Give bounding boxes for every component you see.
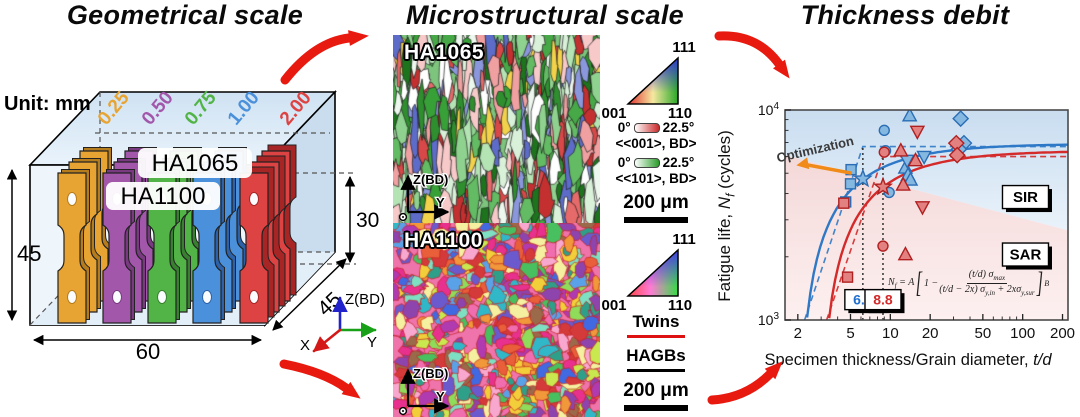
svg-text:Y: Y (436, 195, 445, 210)
flow-arrow-bottom-right (707, 361, 783, 405)
svg-text:50: 50 (974, 325, 991, 342)
svg-text:20: 20 (922, 325, 939, 342)
y-axis-label: Y (367, 334, 377, 351)
fatigue-life-equation: Nf = A [ 1 − (t/d) σmax (t/d − 2x) σy,in… (888, 266, 1050, 299)
geometry-schematic: 0.25 0.50 0.75 1.00 2.00 HA1065 HA1100 Unit:… (4, 87, 385, 364)
svg-text:100: 100 (1010, 325, 1035, 342)
chart-y-axis-label: Fatigue life, Nf (cycles) (715, 130, 738, 302)
svg-text:Z(BD): Z(BD) (413, 366, 448, 381)
svg-text:30: 30 (356, 209, 379, 232)
alloy-label-ha1065: HA1065 (138, 148, 252, 178)
map1-axes: Z(BD) Y (398, 171, 450, 222)
svg-text:60: 60 (136, 339, 160, 364)
svg-text:104: 104 (758, 101, 780, 118)
z-axis-label: Z(BD) (345, 291, 385, 308)
misorientation-bar-green (633, 157, 660, 168)
svg-text:111: 111 (672, 39, 695, 56)
svg-text:45: 45 (17, 241, 41, 266)
map-label-ha1100: HA1100 (404, 229, 483, 252)
misorientation-bar-red (633, 122, 660, 133)
left-panel-title: Geometrical scale (66, 0, 304, 30)
dimension-inner-height: 30 (344, 175, 379, 264)
svg-text:HA1065: HA1065 (152, 150, 239, 177)
x-axis-label: X (300, 337, 310, 354)
svg-text:001: 001 (601, 105, 626, 120)
svg-text:10: 10 (882, 325, 899, 342)
ipf-key-ha1100: 111 001 110 (601, 231, 695, 312)
svg-text:001: 001 (601, 297, 626, 312)
dimension-width: 60 (32, 334, 263, 364)
svg-text:SIR: SIR (1013, 189, 1038, 206)
svg-text:110: 110 (668, 105, 692, 120)
misorientation-legend: 0° 22.5° <<001>, BD> 0° 22.5° <<101>, BD… (615, 120, 697, 186)
dimension-height: 45 (6, 168, 41, 322)
svg-text:111: 111 (672, 231, 695, 248)
chart-x-axis-label: Specimen thickness/Grain diameter, t/d (764, 351, 1052, 369)
middle-panel-title: Microstructural scale (406, 0, 684, 30)
scalebar-2: 200 μm (596, 380, 716, 411)
svg-text:Z(BD): Z(BD) (413, 172, 448, 187)
svg-text:8.8: 8.8 (873, 292, 893, 308)
svg-text:110: 110 (668, 297, 692, 312)
svg-text:2: 2 (794, 325, 802, 342)
flow-arrow-bottom-left (279, 359, 361, 399)
scalebar-1: 200 μm (596, 192, 716, 223)
ebsd-map-ha1065 (393, 35, 600, 223)
coordinate-triad: Z(BD) Y X (300, 291, 385, 354)
svg-text:103: 103 (758, 311, 780, 328)
svg-text:SAR: SAR (1010, 247, 1042, 264)
ebsd-map-ha1100 (393, 223, 600, 417)
right-panel-title: Thickness debit (800, 0, 1010, 30)
map-label-ha1065: HA1065 (404, 41, 485, 64)
hagbs-legend: HAGBs (596, 346, 716, 372)
ipf-key-ha1065: 111 001 110 (601, 39, 695, 120)
flow-arrow-top-right (714, 31, 790, 79)
svg-text:5: 5 (846, 325, 854, 342)
alloy-label-ha1100: HA1100 (106, 182, 220, 210)
flow-arrow-top-left (280, 30, 369, 85)
svg-text:200: 200 (1050, 325, 1075, 342)
svg-text:HA1100: HA1100 (121, 183, 206, 210)
svg-text:Y: Y (436, 389, 445, 404)
map2-axes: Z(BD) Y (398, 365, 450, 416)
unit-label: Unit: mm (4, 93, 91, 115)
twins-legend: Twins (596, 312, 716, 338)
